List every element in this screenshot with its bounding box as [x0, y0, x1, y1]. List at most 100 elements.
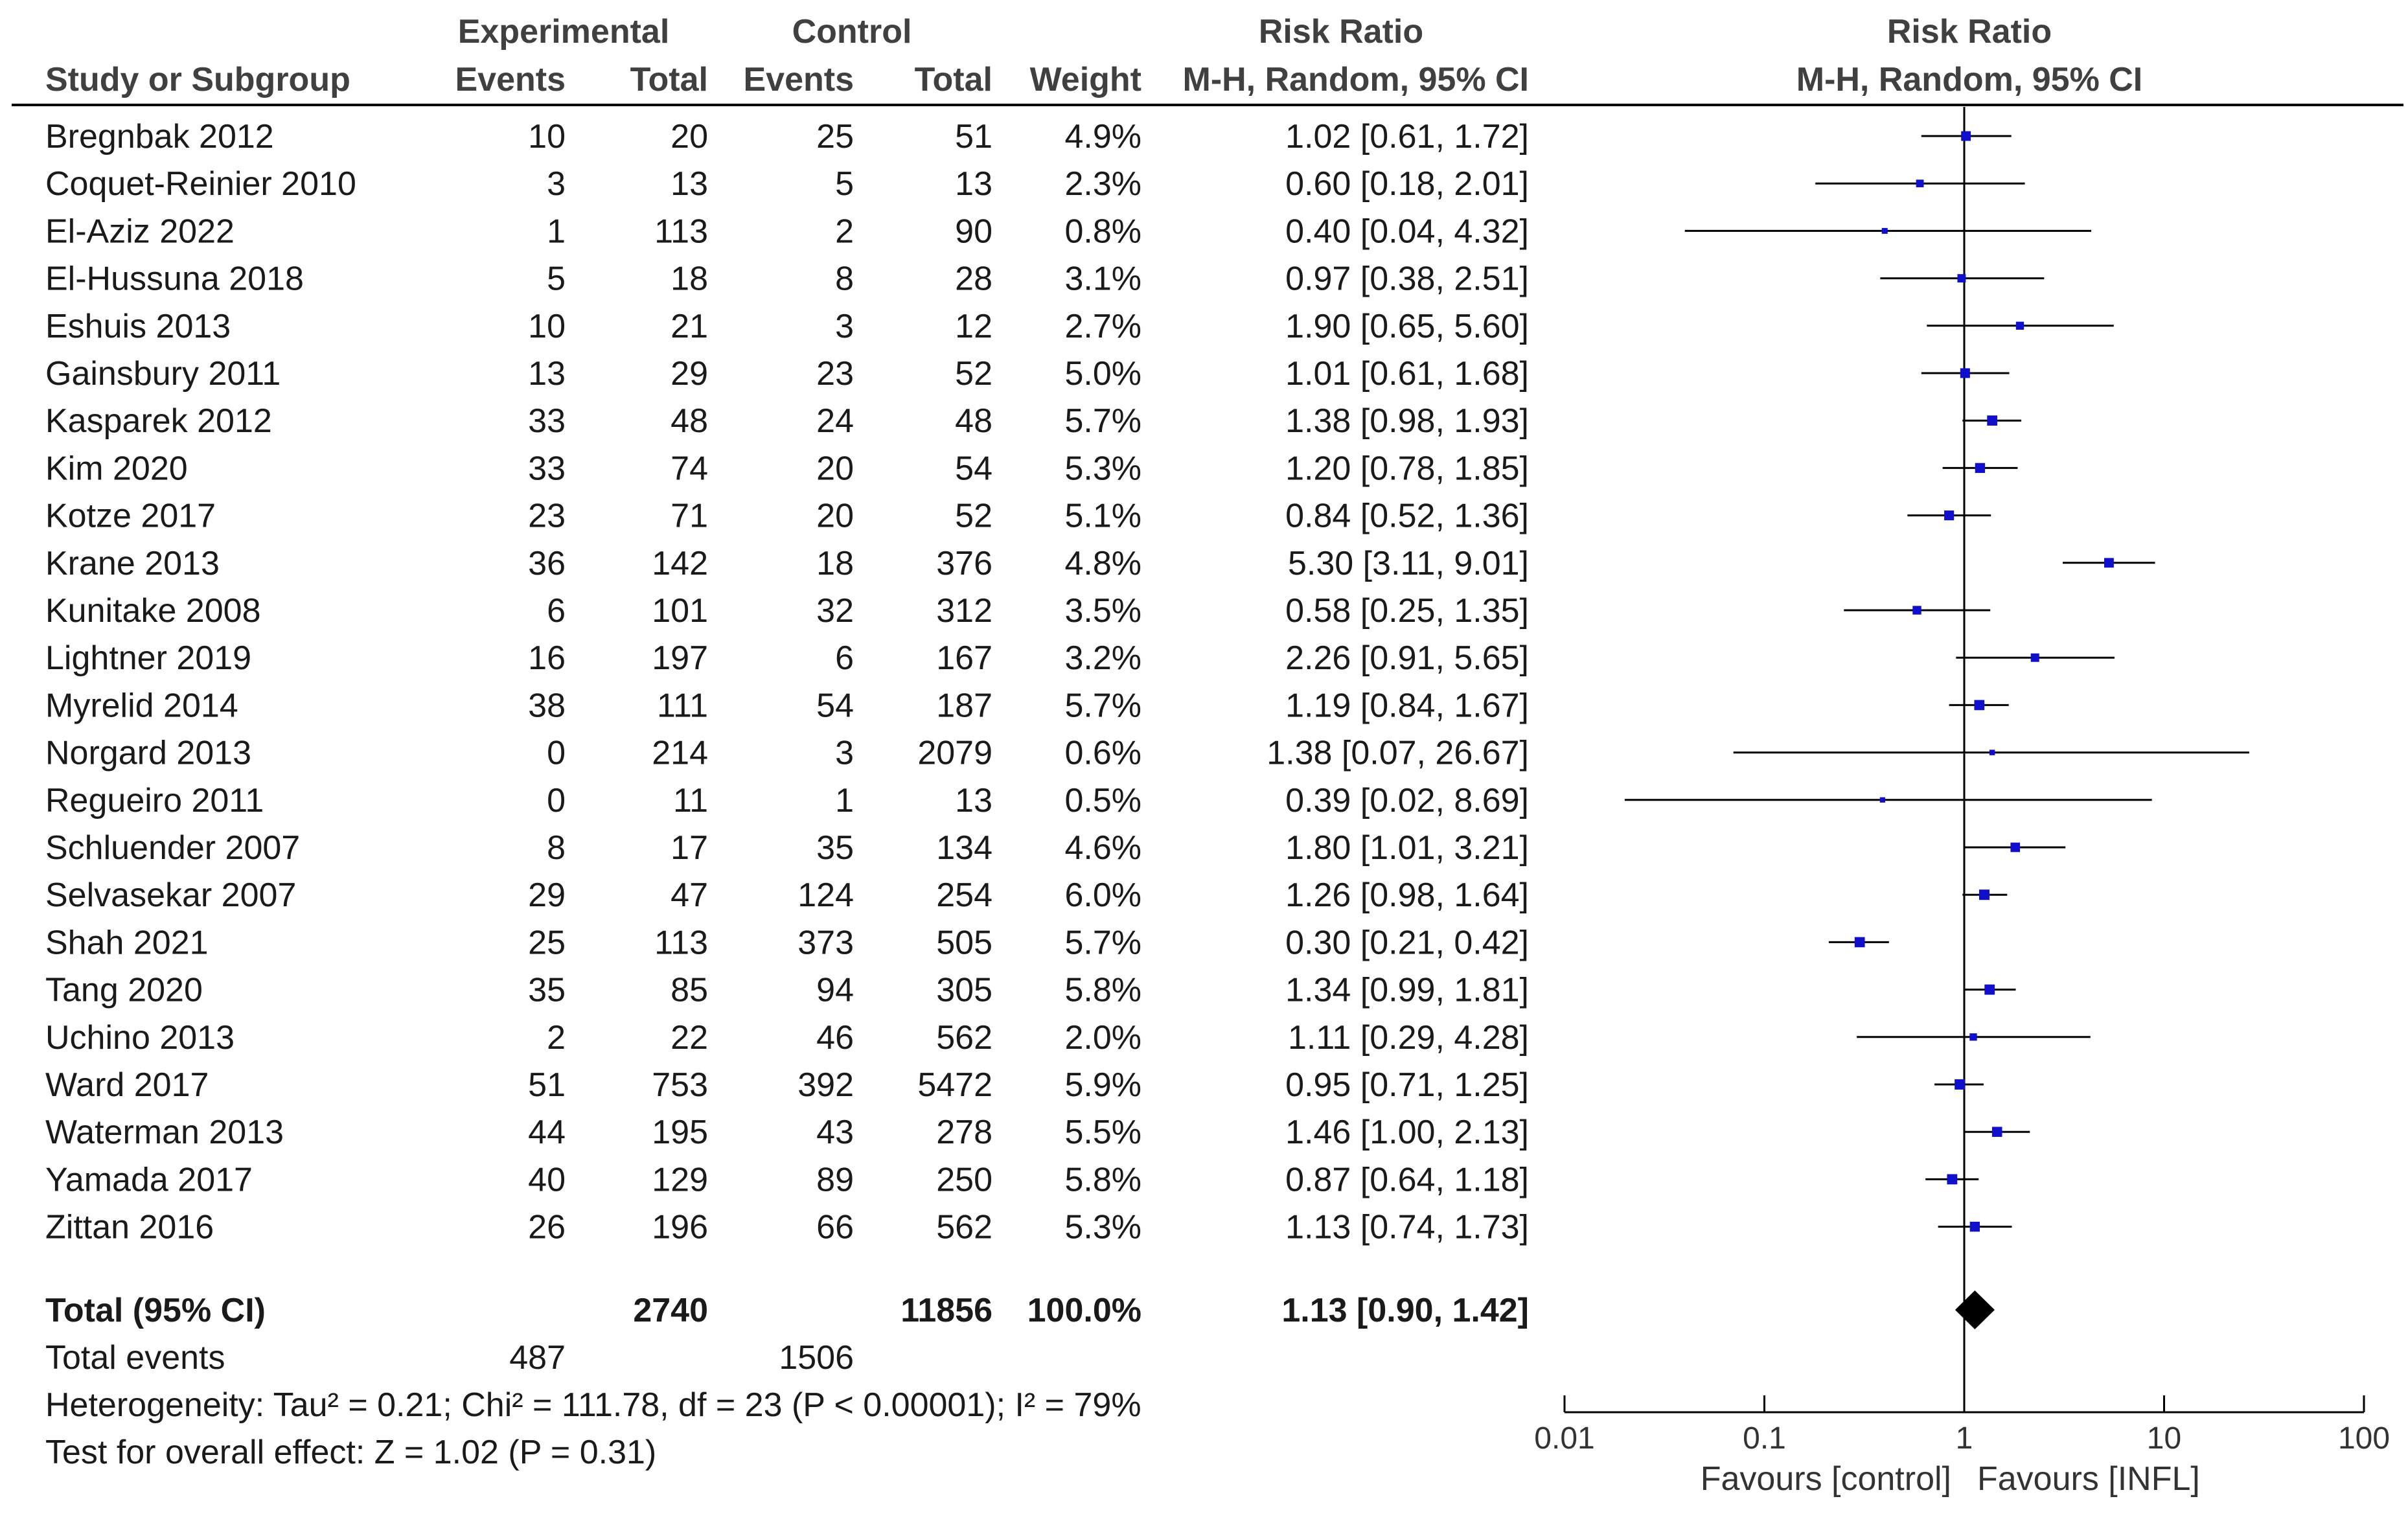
exp-events: 6	[547, 592, 566, 630]
study-weight: 2.0%	[1064, 1019, 1141, 1057]
exp-events: 10	[528, 118, 566, 155]
study-weight: 5.1%	[1064, 498, 1141, 535]
point-estimate	[1961, 131, 1971, 141]
x-tick-label: 100	[2338, 1421, 2390, 1456]
exp-events: 3	[547, 165, 566, 203]
plot-layer: Risk Ratio M-H, Random, 95% CI 0.01 0.1 1 10 1…	[1534, 13, 2390, 1498]
ctl-total: 250	[936, 1161, 992, 1198]
header-study: Study or Subgroup	[45, 61, 350, 98]
ctl-total: 562	[936, 1209, 992, 1246]
x-tick-label: 0.01	[1534, 1421, 1594, 1456]
study-name: Coquet-Reinier 2010	[45, 165, 356, 203]
exp-events: 33	[528, 450, 566, 487]
exp-total: 753	[652, 1066, 708, 1104]
study-weight: 5.7%	[1064, 402, 1141, 440]
study-weight: 2.3%	[1064, 165, 1141, 203]
exp-total: 18	[671, 260, 708, 298]
study-weight: 0.8%	[1064, 212, 1141, 250]
total-ctl: 11856	[900, 1292, 992, 1329]
header-weight: Weight	[1030, 61, 1141, 98]
point-estimate	[1916, 179, 1924, 188]
x-tick-label: 10	[2147, 1421, 2181, 1456]
total-events-exp: 487	[509, 1339, 566, 1377]
ctl-events: 25	[816, 118, 854, 155]
exp-total: 197	[652, 639, 708, 677]
study-ci: 0.84 [0.52, 1.36]	[1285, 498, 1529, 535]
exp-total: 196	[652, 1209, 708, 1246]
total-label: Total (95% CI)	[45, 1292, 266, 1329]
point-estimate	[1912, 606, 1921, 615]
study-name: Kotze 2017	[45, 498, 216, 535]
header-method-plot: M-H, Random, 95% CI	[1796, 61, 2143, 98]
point-estimate	[1975, 463, 1986, 474]
study-name: Lightner 2019	[45, 639, 251, 677]
ctl-events: 2	[835, 212, 854, 250]
ctl-events: 1	[835, 782, 854, 819]
study-name: Yamada 2017	[45, 1161, 253, 1198]
ctl-total: 376	[936, 545, 992, 582]
exp-events: 33	[528, 402, 566, 440]
study-name: Bregnbak 2012	[45, 118, 274, 155]
study-ci: 0.58 [0.25, 1.35]	[1285, 592, 1529, 630]
study-name: Kasparek 2012	[45, 402, 272, 440]
ctl-events: 5	[835, 165, 854, 203]
ctl-events: 43	[816, 1114, 854, 1151]
exp-events: 13	[528, 355, 566, 393]
study-ci: 0.40 [0.04, 4.32]	[1285, 212, 1529, 250]
heterogeneity: Heterogeneity: Tau² = 0.21; Chi² = 111.7…	[45, 1386, 1141, 1424]
ctl-total: 90	[955, 212, 992, 250]
study-ci: 1.20 [0.78, 1.85]	[1285, 450, 1529, 487]
study-ci: 1.13 [0.74, 1.73]	[1285, 1209, 1529, 1246]
exp-events: 25	[528, 924, 566, 961]
study-name: Uchino 2013	[45, 1019, 235, 1057]
ctl-total: 167	[936, 639, 992, 677]
exp-events: 35	[528, 972, 566, 1009]
study-name: Waterman 2013	[45, 1114, 284, 1151]
ctl-events: 46	[816, 1019, 854, 1057]
exp-total: 22	[671, 1019, 708, 1057]
point-estimate	[2010, 842, 2021, 853]
favours-infl: Favours [INFL]	[1977, 1460, 2200, 1498]
header-events-ctl: Events	[743, 61, 854, 98]
point-estimate	[2030, 653, 2039, 662]
ctl-total: 52	[955, 498, 992, 535]
ctl-events: 373	[797, 924, 854, 961]
ctl-events: 18	[816, 545, 854, 582]
point-estimate	[1969, 1221, 1980, 1232]
study-name: Shah 2021	[45, 924, 209, 961]
study-weight: 3.1%	[1064, 260, 1141, 298]
study-ci: 1.11 [0.29, 4.28]	[1288, 1019, 1529, 1057]
study-weight: 3.2%	[1064, 639, 1141, 677]
ctl-events: 3	[835, 308, 854, 345]
ctl-events: 66	[816, 1209, 854, 1246]
ctl-total: 562	[936, 1019, 992, 1057]
exp-events: 36	[528, 545, 566, 582]
point-estimate	[1944, 510, 1955, 521]
point-estimate	[2104, 558, 2114, 568]
header-total-exp: Total	[630, 61, 708, 98]
study-name: Kim 2020	[45, 450, 188, 487]
study-name: Tang 2020	[45, 972, 203, 1009]
study-weight: 5.8%	[1064, 1161, 1141, 1198]
exp-events: 23	[528, 498, 566, 535]
study-ci: 5.30 [3.11, 9.01]	[1288, 545, 1529, 582]
study-ci: 1.80 [1.01, 3.21]	[1285, 829, 1529, 867]
total-exp: 2740	[633, 1292, 708, 1329]
exp-events: 26	[528, 1209, 566, 1246]
study-name: Myrelid 2014	[45, 687, 238, 724]
exp-total: 11	[673, 782, 708, 819]
exp-total: 85	[671, 972, 708, 1009]
exp-events: 29	[528, 876, 566, 914]
ctl-events: 20	[816, 498, 854, 535]
summary-diamond	[1955, 1290, 1995, 1329]
ctl-total: 2079	[917, 735, 992, 772]
point-estimate	[1987, 415, 1998, 426]
point-estimate	[1854, 937, 1865, 948]
ctl-total: 28	[955, 260, 992, 298]
study-ci: 1.26 [0.98, 1.64]	[1285, 876, 1529, 914]
study-name: Gainsbury 2011	[45, 355, 281, 393]
study-weight: 4.9%	[1064, 118, 1141, 155]
exp-events: 5	[547, 260, 566, 298]
study-weight: 4.6%	[1064, 829, 1141, 867]
study-ci: 1.19 [0.84, 1.67]	[1285, 687, 1529, 724]
